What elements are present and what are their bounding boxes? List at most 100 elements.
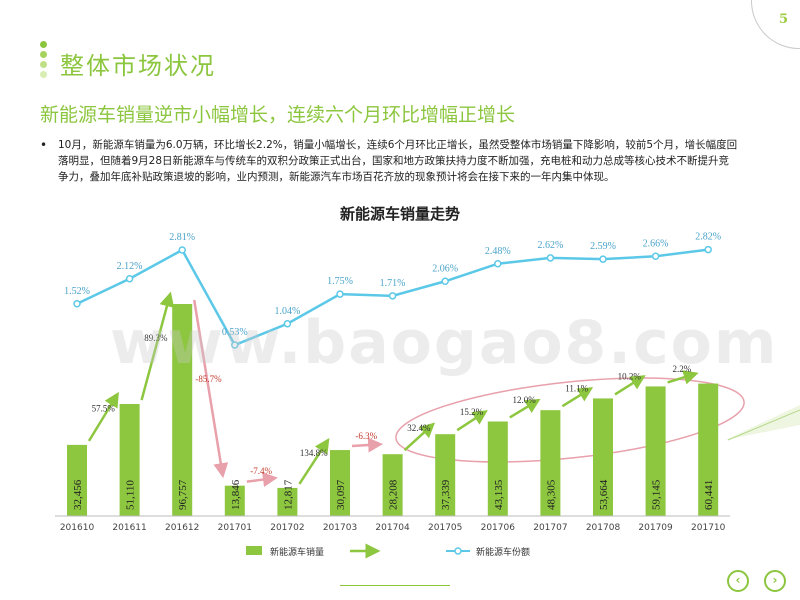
growth-label: -7.4% [250, 466, 272, 476]
share-label: 1.71% [380, 278, 406, 289]
bar-201701 [224, 485, 245, 516]
bar-value-label: 59,145 [651, 479, 663, 510]
legend-bar-label: 新能源车销量 [270, 546, 324, 558]
watermark: www.baogao8.com [110, 308, 779, 378]
page-number: 5 [778, 12, 788, 27]
bar-201706 [487, 421, 508, 516]
share-point-201703 [336, 290, 344, 298]
share-label: 2.48% [485, 246, 511, 257]
bar-value-label: 60,441 [703, 480, 715, 510]
share-label: 1.52% [64, 286, 90, 297]
bar-201704 [382, 454, 403, 516]
x-tick-label: 201705 [428, 523, 462, 533]
share-label: 2.62% [537, 240, 563, 251]
bar-201708 [593, 398, 613, 516]
growth-label: 10.2% [618, 371, 642, 381]
legend-line-label: 新能源车份额 [476, 546, 530, 558]
corner-decoration [725, 405, 800, 440]
growth-label: -85.7% [195, 374, 222, 384]
growth-arrow [667, 370, 699, 385]
share-point-201611 [125, 275, 134, 283]
growth-arrow [298, 437, 330, 485]
growth-label: 2.2% [673, 364, 692, 374]
share-point-201702 [283, 320, 292, 328]
title-dots-decoration [40, 41, 50, 81]
bar-201709 [645, 386, 666, 516]
bar-value-label: 32,456 [72, 479, 84, 510]
growth-arrow [87, 391, 119, 442]
share-point-201705 [441, 277, 449, 285]
legend-bar-swatch [246, 546, 262, 555]
next-slide-button[interactable]: › [764, 570, 786, 592]
x-tick-label: 201611 [112, 523, 146, 533]
share-label: 2.81% [169, 232, 195, 243]
growth-label: 15.2% [460, 407, 484, 417]
corner-line [727, 409, 800, 441]
prev-slide-button[interactable]: ‹ [727, 570, 749, 592]
share-label: 0.53% [222, 327, 248, 338]
bar-201611 [119, 404, 140, 516]
chart-title: 新能源车销量走势 [339, 205, 460, 223]
bar-201705 [435, 434, 456, 516]
share-point-201612 [178, 246, 186, 254]
bar-value-label: 13,846 [230, 479, 242, 510]
share-point-201704 [388, 292, 397, 300]
bar-value-label: 53,664 [598, 479, 610, 510]
bar-201703 [330, 450, 350, 516]
growth-label: 12.0% [512, 395, 536, 405]
growth-label: 32.4% [407, 423, 431, 433]
bar-201702 [277, 487, 298, 516]
growth-arrow [403, 422, 436, 452]
growth-label: -6.3% [355, 431, 377, 441]
bar-value-label: 28,208 [388, 479, 400, 510]
bar-value-label: 96,757 [177, 479, 189, 510]
share-label: 2.82% [695, 232, 721, 243]
growth-arrow [192, 299, 229, 479]
x-tick-label: 201703 [323, 523, 357, 533]
growth-label: 11.1% [565, 383, 588, 393]
subtitle: 新能源车销量逆市小幅增长，连续六个月环比增幅正增长 [40, 104, 516, 126]
growth-arrow [456, 410, 488, 432]
x-tick-label: 201610 [60, 523, 95, 533]
chart-decoration [395, 377, 800, 463]
bar-value-label: 43,135 [493, 479, 505, 510]
bar-value-label: 48,305 [545, 479, 557, 510]
x-tick-label: 201707 [533, 523, 567, 533]
share-point-201709 [651, 252, 660, 260]
share-point-201707 [546, 254, 555, 262]
highlight-ellipse [395, 377, 745, 463]
growth-label: 57.5% [92, 403, 116, 413]
share-label: 2.12% [117, 261, 143, 272]
x-tick-label: 201710 [691, 523, 726, 533]
x-tick-label: 201702 [270, 523, 304, 533]
chevron-right-icon: › [772, 573, 778, 587]
x-tick-label: 201704 [375, 523, 410, 533]
growth-label: 89.3% [144, 333, 168, 343]
legend-line-marker [454, 547, 462, 555]
share-point-201610 [73, 300, 81, 308]
share-label: 2.06% [432, 263, 458, 274]
bar-201710 [698, 383, 719, 516]
growth-arrow [246, 472, 278, 487]
growth-label: 134.8% [300, 448, 328, 458]
x-tick-label: 201612 [165, 523, 199, 533]
growth-arrow [351, 437, 384, 453]
bottom-divider [340, 585, 450, 586]
bar-value-label: 12,817 [282, 479, 294, 510]
bar-201707 [540, 410, 561, 516]
bar-201612 [172, 304, 193, 516]
chevron-left-icon: ‹ [735, 573, 741, 587]
share-label: 1.04% [274, 306, 300, 317]
page-title: 整体市场状况 [60, 52, 216, 80]
growth-arrow [561, 387, 594, 408]
share-label: 2.59% [590, 241, 616, 252]
share-point-201701 [231, 341, 239, 349]
share-point-201706 [494, 260, 502, 268]
x-tick-label: 201709 [638, 523, 673, 533]
bar-value-label: 37,339 [440, 479, 452, 510]
share-point-201710 [704, 245, 712, 254]
share-point-201708 [599, 255, 607, 263]
bar-value-label: 30,097 [335, 479, 347, 510]
x-tick-label: 201708 [586, 523, 621, 533]
